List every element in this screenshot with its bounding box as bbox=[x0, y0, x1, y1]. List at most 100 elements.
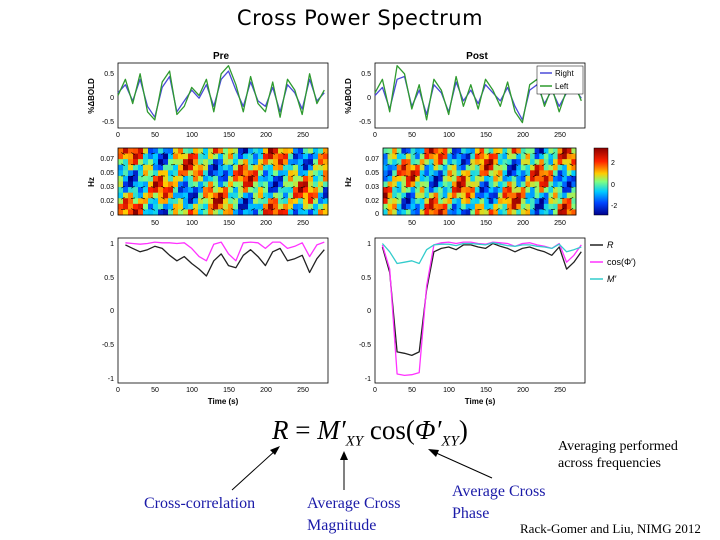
post-heatmap-ytick: 0.03 bbox=[365, 184, 379, 191]
phase-arrow bbox=[541, 152, 546, 155]
heatmap-cell bbox=[303, 159, 309, 166]
pre-bold-series bbox=[117, 65, 325, 121]
heatmap-cell bbox=[415, 159, 421, 166]
heatmap-cell bbox=[474, 164, 480, 171]
heatmap-cell bbox=[313, 198, 319, 205]
heatmap-cell bbox=[405, 187, 411, 194]
heatmap-cell bbox=[401, 198, 407, 205]
heatmap-cell bbox=[158, 203, 164, 210]
heatmap-cell bbox=[543, 198, 549, 205]
phase-arrow bbox=[181, 197, 185, 200]
heatmap-cell bbox=[488, 181, 494, 188]
heatmap-cell bbox=[148, 175, 154, 182]
heatmap-cell bbox=[223, 209, 229, 216]
heatmap-cell bbox=[128, 209, 134, 216]
heatmap-cell bbox=[163, 159, 169, 166]
phase-arrow bbox=[211, 152, 215, 155]
heatmap-cell bbox=[571, 209, 577, 216]
heatmap-cell bbox=[461, 187, 467, 194]
phase-arrow bbox=[523, 208, 528, 211]
post-bold-xtick: 0 bbox=[373, 132, 377, 139]
heatmap-cell bbox=[263, 153, 269, 160]
heatmap-cell bbox=[213, 148, 219, 154]
heatmap-cell bbox=[543, 187, 549, 194]
heatmap-cell bbox=[571, 170, 577, 177]
heatmap-cell bbox=[520, 192, 526, 199]
phase-arrow bbox=[221, 163, 225, 166]
heatmap-cell bbox=[433, 170, 439, 177]
heatmap-cell bbox=[128, 187, 134, 194]
phase-arrow bbox=[241, 185, 245, 189]
post-coh-xtick: 250 bbox=[554, 387, 566, 394]
heatmap-cell bbox=[163, 153, 169, 160]
phase-arrow bbox=[532, 208, 537, 211]
heatmap-cell bbox=[198, 153, 204, 160]
heatmap-cell bbox=[248, 181, 254, 188]
phase-arrow bbox=[542, 196, 546, 200]
heatmap-cell bbox=[419, 203, 425, 210]
phase-arrow bbox=[171, 174, 175, 178]
heatmap-cell bbox=[268, 164, 274, 171]
heatmap-cell bbox=[173, 164, 179, 171]
heatmap-cell bbox=[405, 198, 411, 205]
heatmap-cell bbox=[138, 203, 144, 210]
heatmap-cell bbox=[268, 209, 274, 216]
heatmap-cell bbox=[203, 192, 209, 199]
heatmap-cell bbox=[143, 198, 149, 205]
heatmap-cell bbox=[298, 164, 304, 171]
phase-arrow bbox=[161, 185, 165, 189]
heatmap-cell bbox=[484, 170, 490, 177]
post-bold-xtick: 100 bbox=[443, 132, 455, 139]
heatmap-cell bbox=[428, 170, 434, 177]
heatmap-cell bbox=[534, 203, 540, 210]
heatmap-cell bbox=[465, 164, 471, 171]
phase-arrow bbox=[141, 208, 145, 211]
post-coherence-series bbox=[381, 241, 582, 377]
heatmap-cell bbox=[383, 187, 388, 194]
heatmap-cell bbox=[387, 170, 393, 177]
heatmap-cell bbox=[511, 198, 517, 205]
heatmap-cell bbox=[203, 164, 209, 171]
heatmap-cell bbox=[562, 175, 568, 182]
heatmap-cell bbox=[253, 198, 259, 205]
phase-arrow bbox=[459, 163, 464, 166]
heatmap-cell bbox=[383, 148, 388, 154]
heatmap-cell bbox=[566, 187, 572, 194]
heatmap-cell bbox=[442, 187, 448, 194]
phase-arrow bbox=[422, 174, 427, 178]
heatmap-cell bbox=[298, 170, 304, 177]
heatmap-cell bbox=[502, 203, 508, 210]
heatmap-cell bbox=[133, 170, 139, 177]
eq-cos: cos( bbox=[369, 415, 415, 445]
heatmap-cell bbox=[488, 175, 494, 182]
heatmap-cell bbox=[143, 148, 149, 154]
heatmap-cell bbox=[173, 148, 179, 154]
heatmap-cell bbox=[525, 159, 531, 166]
heatmap-cell bbox=[525, 198, 531, 205]
phase-arrow bbox=[422, 152, 427, 155]
heatmap-cell bbox=[318, 209, 324, 216]
heatmap-cell bbox=[419, 170, 425, 177]
heatmap-cell bbox=[410, 203, 416, 210]
heatmap-cell bbox=[283, 187, 289, 194]
heatmap-cell bbox=[273, 159, 279, 166]
post-heatmap-xtick: 100 bbox=[443, 220, 455, 227]
heatmap-cell bbox=[243, 153, 249, 160]
heatmap-cell bbox=[233, 170, 239, 177]
heatmap-cell bbox=[548, 159, 554, 166]
heatmap-cell bbox=[208, 148, 214, 154]
heatmap-cell bbox=[484, 164, 490, 171]
heatmap-cell bbox=[516, 187, 522, 194]
heatmap-cell bbox=[178, 181, 184, 188]
heatmap-cell bbox=[438, 170, 444, 177]
heatmap-cell bbox=[433, 187, 439, 194]
heatmap-cell bbox=[428, 209, 434, 216]
heatmap-cell bbox=[308, 187, 314, 194]
heatmap-cell bbox=[493, 170, 499, 177]
heatmap-cell bbox=[383, 192, 388, 199]
heatmap-cell bbox=[128, 164, 134, 171]
heatmap-cell bbox=[213, 170, 219, 177]
phase-arrow bbox=[140, 152, 146, 155]
heatmap-cell bbox=[148, 209, 154, 216]
heatmap-cell bbox=[138, 192, 144, 199]
